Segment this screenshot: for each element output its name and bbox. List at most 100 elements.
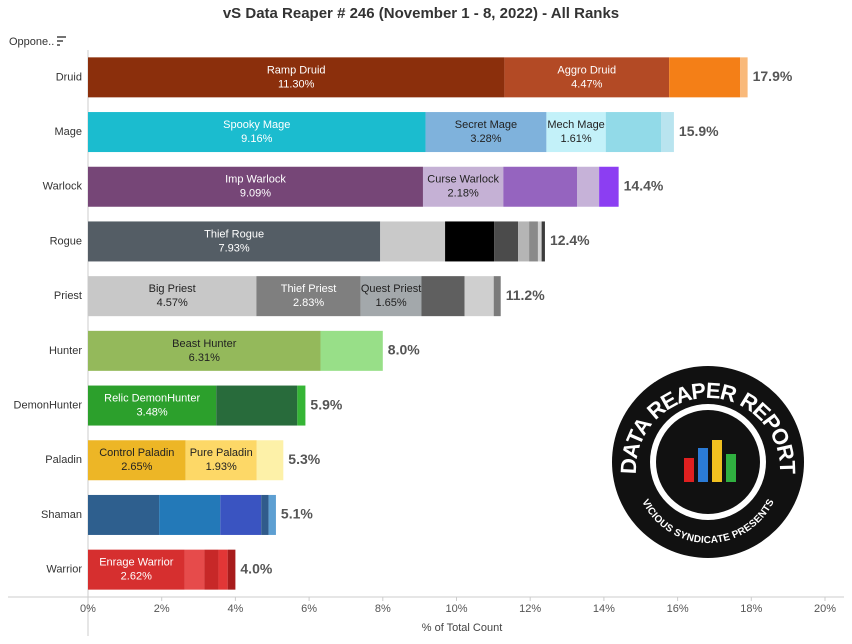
segment-value-label: 9.09% xyxy=(240,188,271,200)
segment-value-label: 11.30% xyxy=(278,78,315,90)
bar-segment xyxy=(88,112,426,153)
bar-segment xyxy=(204,549,219,590)
sort-icon[interactable] xyxy=(57,36,66,46)
x-tick-label: 14% xyxy=(593,603,615,615)
segment-value-label: 1.93% xyxy=(206,461,237,473)
x-tick-label: 8% xyxy=(375,603,391,615)
chart-title: vS Data Reaper # 246 (November 1 - 8, 20… xyxy=(223,5,619,22)
segment-name: Imp Warlock xyxy=(225,174,286,186)
total-label: 12.4% xyxy=(550,232,590,248)
row-label: Druid xyxy=(56,71,82,83)
bar-segment xyxy=(529,221,538,262)
bar-segment xyxy=(546,112,606,153)
logo-bar xyxy=(726,454,736,482)
segment-name: Aggro Druid xyxy=(557,64,616,76)
bar-segment xyxy=(184,549,205,590)
bar-segment xyxy=(88,221,381,262)
segment-value-label: 9.16% xyxy=(241,133,272,145)
segment-value-label: 6.31% xyxy=(189,352,220,364)
bar-segment xyxy=(740,57,748,98)
logo-bar xyxy=(712,440,722,482)
bar-segment xyxy=(669,57,741,98)
logo-bar xyxy=(684,458,694,482)
total-label: 4.0% xyxy=(240,560,272,576)
bar-segment xyxy=(88,549,185,590)
segment-value-label: 2.18% xyxy=(448,188,479,200)
segment-value-label: 3.48% xyxy=(137,406,168,418)
segment-value-label: 1.61% xyxy=(560,133,591,145)
bar-segment xyxy=(216,385,298,426)
bar-segment xyxy=(421,276,465,317)
segment-value-label: 3.28% xyxy=(470,133,501,145)
segment-name: Secret Mage xyxy=(455,119,517,131)
row-label: Rogue xyxy=(50,235,82,247)
bar-segment xyxy=(464,276,494,317)
plot: 0% 2% 4% 6% 8% 10% 12% 14% 16% 18% 20% Druid Ramp Dr… xyxy=(14,57,836,615)
x-tick-label: 16% xyxy=(667,603,689,615)
row-label: Warrior xyxy=(46,564,82,576)
x-tick-label: 0% xyxy=(80,603,96,615)
segment-value-label: 2.65% xyxy=(121,461,152,473)
bar-segment xyxy=(268,494,276,535)
segment-name: Relic DemonHunter xyxy=(104,392,200,404)
row-label: Hunter xyxy=(49,345,82,357)
bar-segment xyxy=(88,57,505,98)
bar-segment xyxy=(541,221,545,262)
bar-segment xyxy=(88,385,217,426)
total-label: 17.9% xyxy=(753,68,793,84)
bar-segment xyxy=(88,330,321,371)
bar-segment xyxy=(88,440,186,481)
bar-segment xyxy=(159,494,221,535)
segment-value-label: 2.83% xyxy=(293,297,324,309)
segment-value-label: 4.57% xyxy=(157,297,188,309)
total-label: 14.4% xyxy=(624,177,664,193)
segment-value-label: 2.62% xyxy=(121,571,152,583)
bar-segment xyxy=(88,494,160,535)
segment-name: Thief Rogue xyxy=(204,228,264,240)
bar-segment xyxy=(494,221,519,262)
segment-name: Beast Hunter xyxy=(172,338,237,350)
bar-segment xyxy=(576,166,600,207)
segment-name: Pure Paladin xyxy=(190,447,253,459)
bar-segment xyxy=(256,276,361,317)
x-tick-label: 4% xyxy=(227,603,243,615)
row-header[interactable]: Oppone.. xyxy=(9,36,54,48)
bar-segment xyxy=(88,276,257,317)
segment-value-label: 1.65% xyxy=(375,297,406,309)
row-label: Warlock xyxy=(43,181,83,193)
x-tick-label: 18% xyxy=(740,603,762,615)
x-tick-label: 10% xyxy=(445,603,467,615)
segment-name: Curse Warlock xyxy=(427,174,499,186)
segment-name: Enrage Warrior xyxy=(99,557,174,569)
segment-name: Thief Priest xyxy=(281,283,337,295)
bar-segment xyxy=(320,330,383,371)
bar-segment xyxy=(380,221,446,262)
x-tick-label: 20% xyxy=(814,603,836,615)
row-label: Shaman xyxy=(41,509,82,521)
bar-segment xyxy=(503,166,577,207)
bar-segment xyxy=(360,276,422,317)
row-label: Mage xyxy=(54,126,82,138)
row-label: Priest xyxy=(54,290,82,302)
segment-name: Quest Priest xyxy=(361,283,422,295)
segment-name: Big Priest xyxy=(149,283,196,295)
bar-segment xyxy=(261,494,269,535)
logo: DATA REAPER REPORT VICIOUS SYNDICATE PRE… xyxy=(612,366,804,558)
bar-segment xyxy=(422,166,504,207)
segment-value-label: 4.47% xyxy=(571,78,602,90)
x-tick-label: 6% xyxy=(301,603,317,615)
logo-bar xyxy=(698,448,708,482)
total-label: 5.9% xyxy=(310,396,342,412)
segment-name: Mech Mage xyxy=(547,119,604,131)
bar-segment xyxy=(518,221,530,262)
segment-name: Ramp Druid xyxy=(267,64,326,76)
x-tick-label: 2% xyxy=(154,603,170,615)
bar-segment xyxy=(605,112,662,153)
bar-segment xyxy=(88,166,423,207)
bar-segment xyxy=(185,440,257,481)
total-label: 8.0% xyxy=(388,342,420,358)
total-label: 5.3% xyxy=(288,451,320,467)
row-label: DemonHunter xyxy=(14,399,83,411)
bar-segment xyxy=(297,385,306,426)
total-label: 15.9% xyxy=(679,123,719,139)
